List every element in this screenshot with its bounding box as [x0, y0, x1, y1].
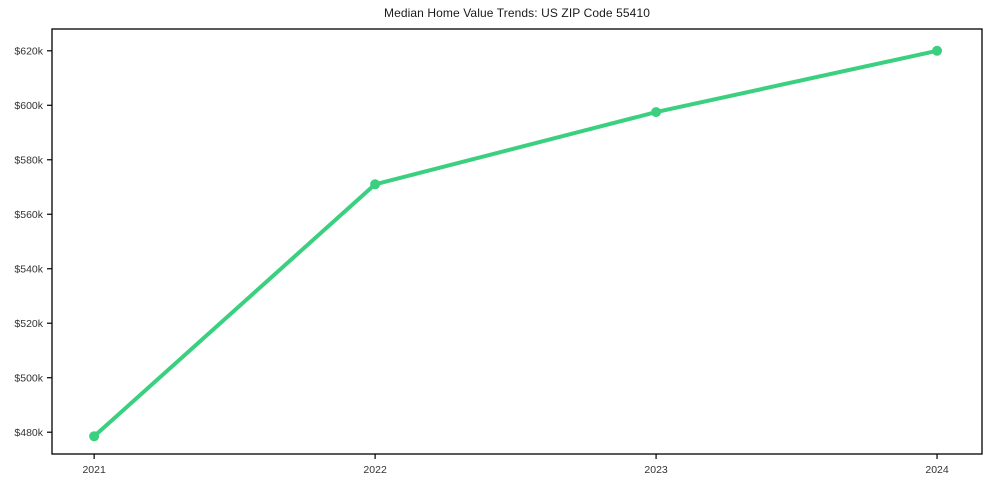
y-tick-label: $520k: [14, 318, 43, 330]
data-point-marker: [89, 431, 100, 442]
y-tick-label: $500k: [14, 372, 43, 384]
data-point-marker: [370, 179, 381, 190]
x-tick-label: 2021: [82, 464, 106, 476]
x-tick-label: 2023: [644, 464, 668, 476]
data-point-marker: [651, 107, 662, 118]
y-tick-label: $580k: [14, 154, 43, 166]
y-tick-label: $540k: [14, 263, 43, 275]
trend-line: [92, 48, 940, 439]
y-tick-label: $480k: [14, 427, 43, 439]
y-tick-label: $620k: [14, 45, 43, 57]
x-tick-label: 2022: [363, 464, 387, 476]
y-tick-label: $600k: [14, 100, 43, 112]
chart-title: Median Home Value Trends: US ZIP Code 55…: [383, 6, 650, 20]
x-tick-label: 2024: [925, 464, 949, 476]
y-tick-label: $560k: [14, 209, 43, 221]
data-point-marker: [932, 45, 943, 56]
plot-border: [51, 28, 983, 455]
